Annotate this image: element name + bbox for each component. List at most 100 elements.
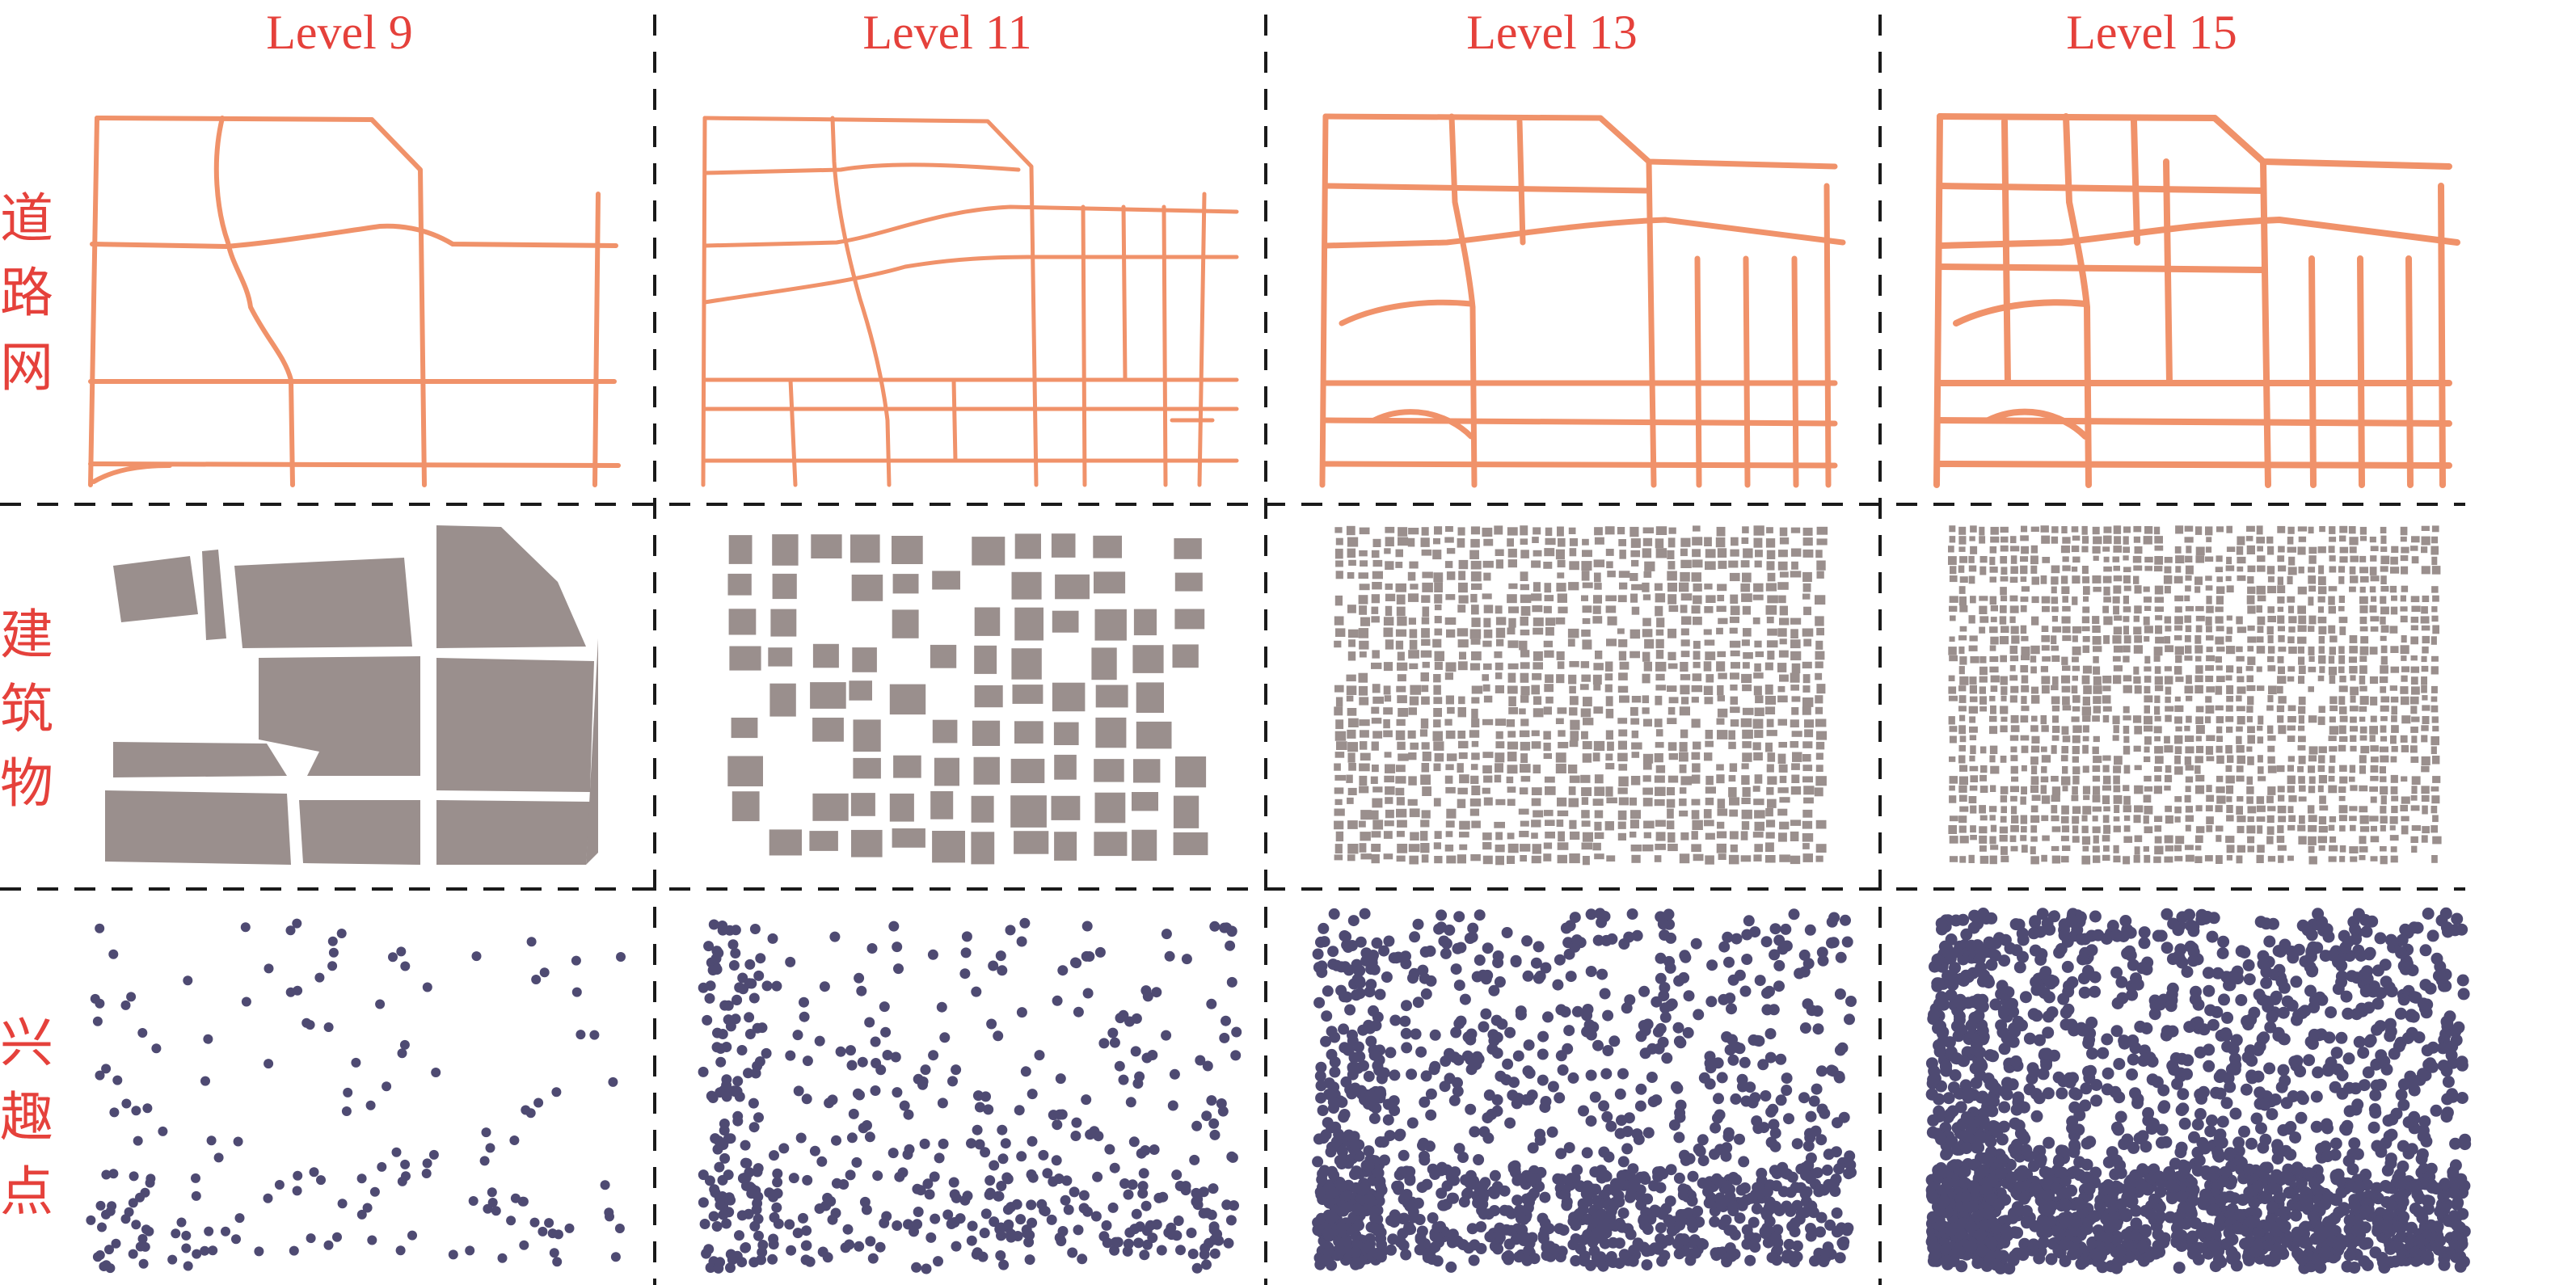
building-block [2277, 596, 2285, 604]
building-block [2174, 606, 2182, 613]
poi-point [531, 975, 542, 984]
poi-point [135, 1241, 145, 1252]
building-block [2328, 546, 2335, 554]
building-block [1421, 527, 1429, 536]
building-block [2391, 806, 2398, 814]
building-block [2380, 855, 2388, 865]
building-block [1385, 797, 1393, 804]
poi-point [1412, 918, 1424, 930]
building-block [1592, 842, 1601, 851]
building-block [1395, 549, 1403, 558]
building-block [1470, 854, 1481, 862]
poi-point [616, 952, 626, 962]
building-block [1655, 673, 1665, 680]
poi-point [1726, 1003, 1737, 1015]
building-block [2216, 716, 2224, 723]
building-block [2185, 575, 2192, 581]
building-block [1459, 651, 1466, 660]
building-block [2298, 735, 2306, 743]
building-block [2154, 766, 2162, 772]
poi-point [1547, 1081, 1559, 1093]
poi-point [1599, 988, 1611, 1000]
poi-point [1398, 1240, 1410, 1251]
poi-point [1344, 1004, 1356, 1016]
building-block [2092, 806, 2102, 812]
building-block [2431, 786, 2439, 792]
building-block [1457, 798, 1466, 808]
poi-point [723, 1014, 734, 1026]
building-block [2093, 735, 2100, 743]
building-block [1582, 550, 1592, 558]
building-block [2247, 806, 2257, 814]
building-block [1507, 559, 1517, 568]
building-block [1567, 628, 1579, 638]
poi-point [2325, 1006, 2338, 1019]
building-block [1740, 718, 1752, 727]
building-block [1717, 708, 1728, 718]
poi-point [1791, 1138, 1803, 1150]
building-block [1133, 609, 1157, 636]
poi-point [1156, 1245, 1167, 1256]
building-block [1790, 685, 1799, 691]
building-block [1752, 594, 1764, 600]
building-block [1054, 754, 1077, 780]
building-block [2297, 546, 2306, 555]
building-block [1433, 538, 1440, 545]
building-block [1740, 831, 1748, 841]
building-block [2277, 555, 2285, 562]
poi-point [1400, 950, 1411, 963]
building-block [2277, 585, 2286, 593]
poi-point [1001, 1172, 1013, 1183]
grid-dividers [0, 15, 2465, 1285]
building-block [1422, 752, 1431, 761]
building-block [2206, 756, 2215, 761]
building-block [1715, 537, 1726, 548]
poi-point [1363, 1161, 1375, 1173]
poi-point [167, 1254, 178, 1265]
building-block [1568, 798, 1579, 807]
building-block [1407, 730, 1416, 739]
building-block [2266, 626, 2274, 634]
building-block [1979, 835, 1988, 844]
building-block [1555, 718, 1564, 724]
building-block [2062, 766, 2068, 774]
building-block [2155, 636, 2165, 644]
building-block [2092, 715, 2100, 722]
building-block [1545, 696, 1554, 704]
building-block [2339, 556, 2348, 563]
poi-point [809, 1145, 820, 1156]
building-block [727, 573, 752, 596]
building-block [930, 644, 957, 668]
poi-point [1142, 991, 1153, 1002]
poi-point [471, 951, 482, 962]
poi-point [867, 1253, 879, 1264]
building-block [1397, 741, 1406, 750]
poi-point [1504, 1117, 1516, 1129]
building-block [2308, 655, 2315, 662]
building-block [2338, 815, 2347, 822]
building-block [2009, 735, 2019, 741]
building-block [2205, 676, 2214, 682]
building-block [1520, 538, 1528, 545]
building-block [2093, 587, 2102, 592]
building-block [1765, 832, 1775, 839]
building-block [1582, 832, 1593, 842]
building-block [1174, 609, 1205, 630]
poi-point [725, 1262, 736, 1274]
building-block [1385, 605, 1393, 617]
building-block [1718, 560, 1727, 569]
building-block [1740, 583, 1751, 592]
building-block [2071, 685, 2078, 694]
building-block [1691, 752, 1701, 760]
building-block [2226, 585, 2234, 593]
building-block [2113, 626, 2123, 635]
poi-point [1455, 1015, 1467, 1027]
poi-point [1563, 1025, 1575, 1037]
building-block [1434, 856, 1443, 864]
building-block [2226, 855, 2232, 861]
building-panel-level-9 [105, 525, 598, 865]
building-block [2380, 546, 2388, 552]
building-block [2009, 645, 2018, 655]
building-block [2194, 835, 2203, 843]
building-block [1619, 661, 1629, 670]
